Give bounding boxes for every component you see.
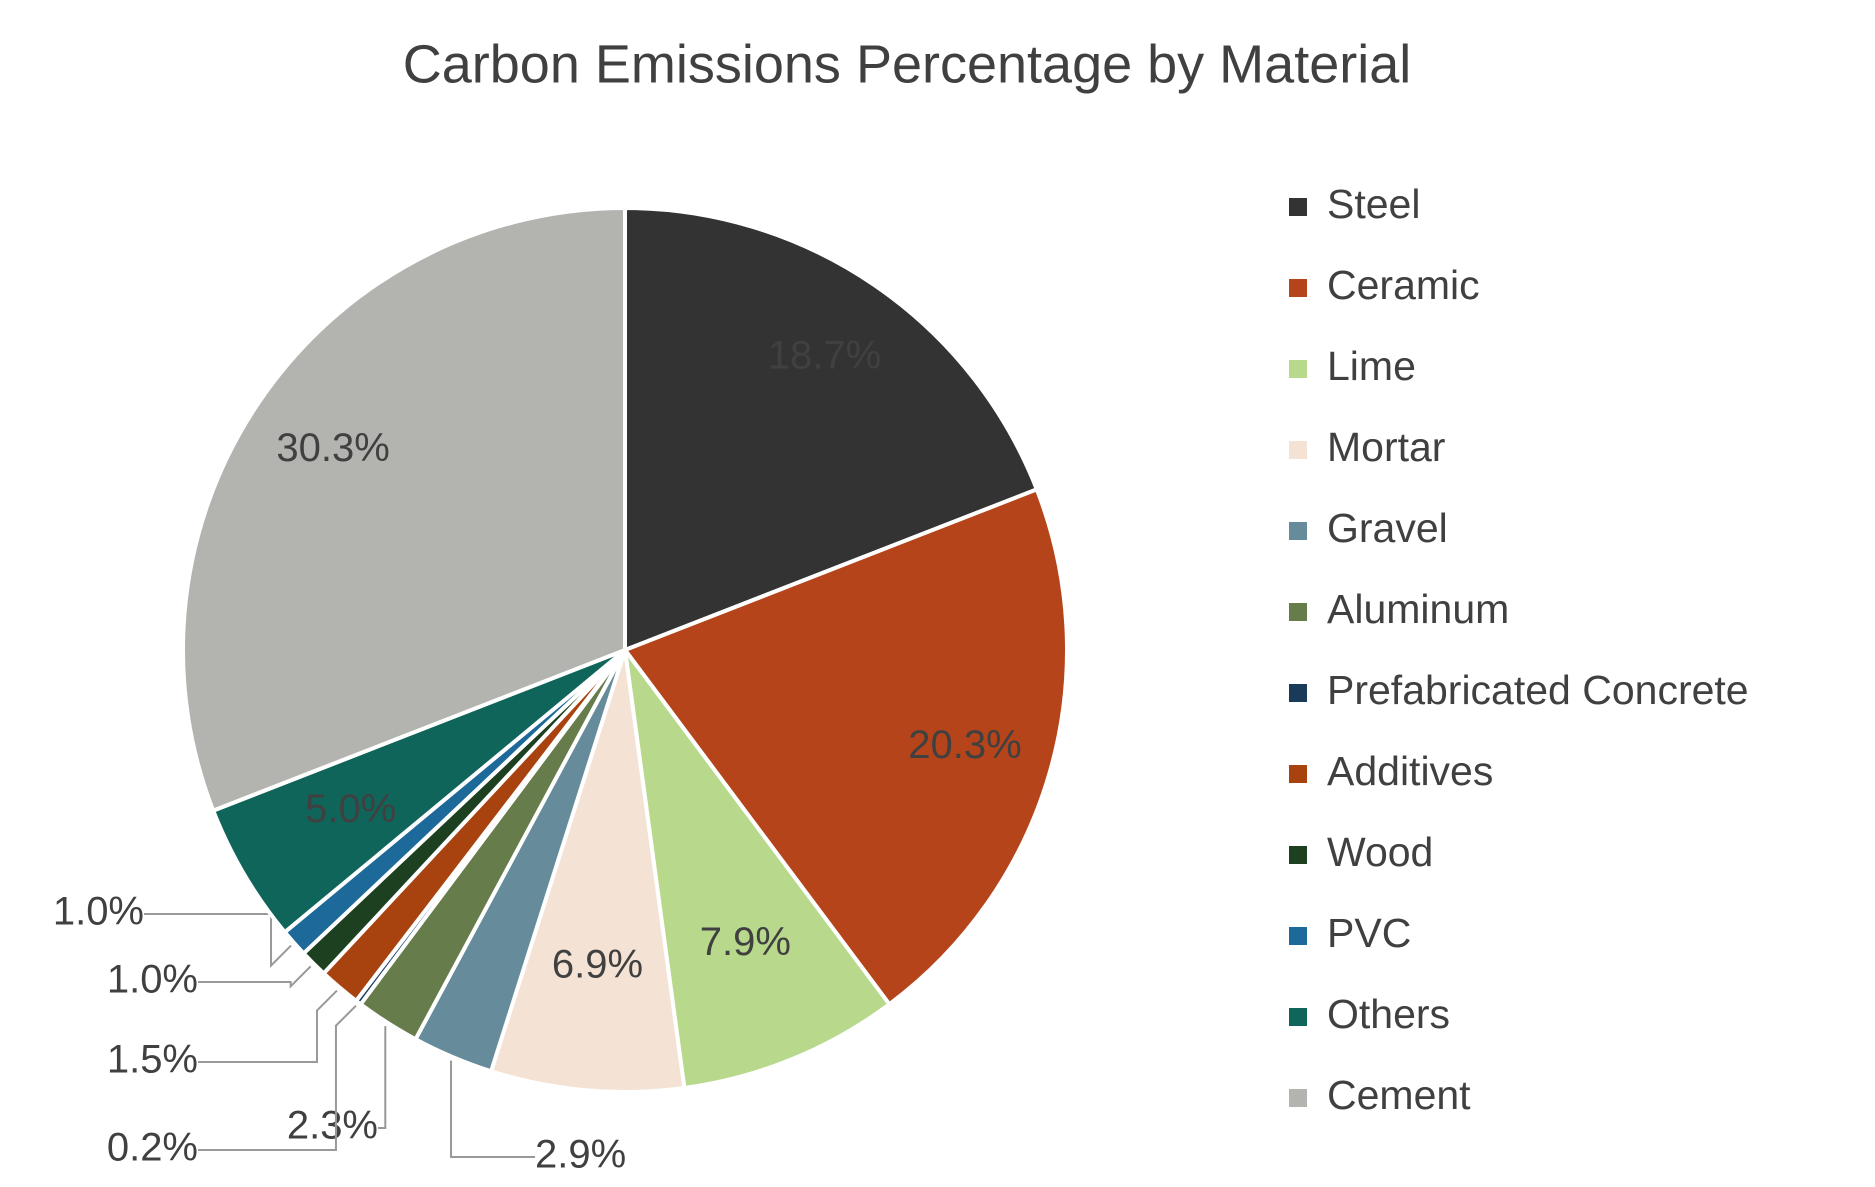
- data-label: 5.0%: [305, 787, 396, 831]
- legend-swatch: [1289, 360, 1307, 378]
- legend-swatch: [1289, 441, 1307, 459]
- data-label: 7.9%: [700, 920, 791, 964]
- legend-label: Mortar: [1327, 424, 1445, 470]
- leader-line: [378, 1026, 387, 1129]
- data-label: 6.9%: [552, 943, 643, 987]
- pie-slice: [621, 642, 893, 1091]
- legend-swatch: [1289, 765, 1307, 783]
- chart-title: Carbon Emissions Percentage by Material: [403, 34, 1411, 94]
- data-label: 1.5%: [107, 1038, 198, 1082]
- legend-label: Aluminum: [1327, 586, 1509, 632]
- leader-line: [198, 989, 338, 1063]
- legend-label: Cement: [1327, 1072, 1471, 1118]
- leader-line: [198, 1005, 357, 1151]
- pie-slice: [181, 205, 627, 814]
- leader-line: [144, 913, 292, 969]
- legend-swatch: [1289, 279, 1307, 297]
- data-label: 18.7%: [768, 334, 881, 378]
- legend-swatch: [1289, 684, 1307, 702]
- legend-label: Ceramic: [1327, 262, 1480, 308]
- legend-swatch: [1289, 603, 1307, 621]
- data-label: 30.3%: [276, 426, 389, 470]
- legend-swatch: [1289, 1089, 1307, 1107]
- legend-label: Gravel: [1327, 505, 1448, 551]
- pie-slice: [488, 649, 687, 1094]
- legend-label: Others: [1327, 991, 1450, 1037]
- legend-label: Lime: [1327, 343, 1416, 389]
- pie-slice: [621, 486, 1069, 1008]
- data-label: 2.3%: [287, 1104, 378, 1148]
- leader-line: [450, 1060, 535, 1158]
- pie-slice: [623, 205, 1040, 653]
- legend-label: PVC: [1327, 910, 1411, 956]
- legend-swatch: [1289, 846, 1307, 864]
- legend-label: Additives: [1327, 748, 1493, 794]
- data-label: 0.2%: [107, 1126, 198, 1170]
- leader-line: [198, 965, 312, 989]
- legend-label: Wood: [1327, 829, 1433, 875]
- data-label: 1.0%: [107, 958, 198, 1002]
- legend-label: Steel: [1327, 181, 1420, 227]
- legend-swatch: [1289, 1008, 1307, 1026]
- data-label: 2.9%: [535, 1133, 626, 1177]
- legend-swatch: [1289, 927, 1307, 945]
- legend-swatch: [1289, 522, 1307, 540]
- data-label: 1.0%: [53, 890, 144, 934]
- legend-swatch: [1289, 198, 1307, 216]
- pie-slice: [210, 648, 627, 935]
- data-label: 20.3%: [908, 723, 1021, 767]
- legend-label: Prefabricated Concrete: [1327, 667, 1749, 713]
